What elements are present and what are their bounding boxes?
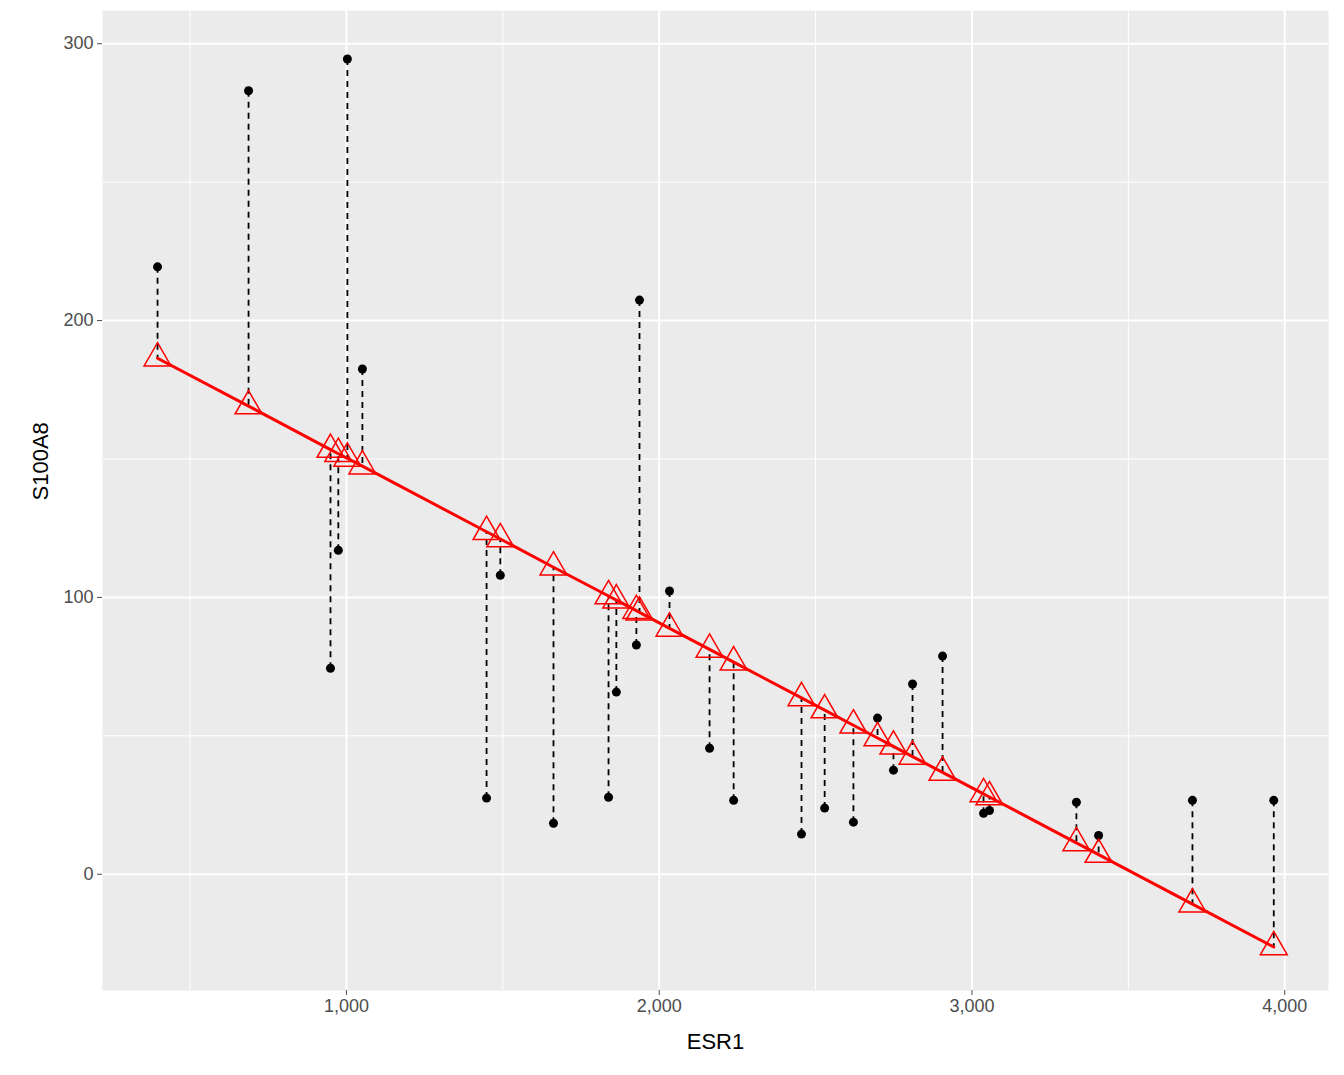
svg-text:2,000: 2,000 [637, 996, 682, 1016]
svg-text:1,000: 1,000 [324, 996, 369, 1016]
svg-text:S100A8: S100A8 [28, 422, 53, 500]
svg-text:3,000: 3,000 [949, 996, 994, 1016]
svg-text:ESR1: ESR1 [687, 1029, 744, 1054]
svg-text:4,000: 4,000 [1262, 996, 1307, 1016]
svg-text:300: 300 [63, 33, 93, 53]
svg-text:200: 200 [63, 310, 93, 330]
svg-text:0: 0 [83, 864, 93, 884]
svg-text:100: 100 [63, 587, 93, 607]
